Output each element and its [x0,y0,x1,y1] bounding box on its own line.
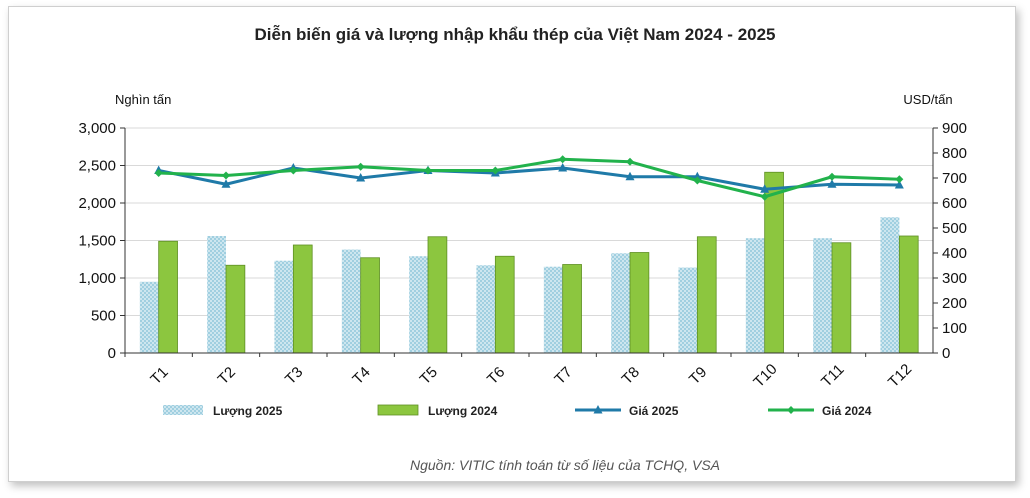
left-tick-label: 1,000 [78,270,116,287]
point-gia-2025 [760,184,770,193]
x-tick-label: T6 [484,364,508,388]
bar-luong-2025 [476,265,496,353]
right-tick-label: 200 [942,295,967,312]
bar-luong-2024 [831,242,852,354]
right-tick-label: 500 [942,220,967,237]
x-tick-label: T11 [818,361,848,391]
grid [125,127,933,316]
bar-luong-2025 [880,217,900,353]
bar-luong-2025 [745,238,765,353]
legend-marker [787,406,795,414]
point-gia-2024 [356,162,365,171]
bar-luong-2025 [207,236,226,353]
legend-swatch-luong-2024 [377,404,419,416]
point-gia-2025 [356,173,366,182]
price-lines [154,155,904,201]
x-tick-label: T10 [750,361,780,391]
left-tick-label: 3,000 [78,120,116,137]
legend-swatch-luong-2025 [163,405,203,415]
right-tick-label: 600 [942,195,967,212]
x-tick-label: T5 [417,364,441,388]
bar-luong-2025 [678,267,698,353]
bar-luong-2025 [274,260,294,353]
bar-luong-2024 [629,252,650,354]
point-gia-2024 [154,169,163,177]
legend-label: Lượng 2024 [428,404,498,418]
point-gia-2024 [760,192,769,201]
point-gia-2025 [625,171,635,181]
bar-luong-2024 [898,235,919,354]
bar-luong-2025 [813,238,832,353]
legend-marker [593,405,603,414]
right-tick-label: 900 [942,120,967,137]
x-tick-label: T7 [551,364,575,388]
bar-luong-2025 [341,249,361,353]
x-tick-label: T2 [215,364,239,388]
x-tick-label: T9 [686,364,710,388]
point-gia-2024 [424,166,432,175]
bar-luong-2025 [139,281,159,353]
right-tick-label: 100 [942,320,967,337]
point-gia-2024 [828,172,836,181]
x-tick-label: T12 [885,361,915,391]
bar-luong-2024 [158,240,178,354]
right-tick-label: 400 [942,245,967,262]
x-tick-label: T8 [619,364,643,388]
point-gia-2024 [693,176,702,185]
left-tick-label: 500 [91,308,116,325]
point-gia-2025 [894,180,904,189]
bar-luong-2024 [292,244,313,354]
bar-luong-2025 [611,253,630,353]
left-tick-label: 2,500 [78,158,116,175]
legend-label: Giá 2025 [629,404,679,418]
point-gia-2025 [558,163,568,172]
right-tick-label: 300 [942,270,967,287]
x-tick-label: T4 [349,364,373,388]
legend-label: Lượng 2025 [213,404,283,418]
point-gia-2024 [895,175,904,184]
bar-luong-2024 [225,264,246,354]
point-gia-2024 [289,166,298,175]
right-tick-label: 800 [942,145,967,162]
point-gia-2024 [491,166,500,175]
point-gia-2025 [221,179,231,188]
bar-luong-2024 [696,236,717,354]
legend: Lượng 2025 Lượng 2024 Giá 2025 Giá 2024 [163,404,872,418]
bar-luong-2024 [427,236,448,354]
left-tick-label: 2,000 [78,195,116,212]
bar-luong-2024 [764,171,784,354]
point-gia-2024 [558,155,567,164]
point-gia-2024 [222,171,230,180]
point-gia-2025 [692,171,702,181]
bar-luong-2024 [360,257,380,354]
x-tick-label: T3 [282,364,306,388]
bar-luong-2025 [543,266,563,353]
line-gia-2024 [158,157,900,199]
bar-luong-2024 [494,255,515,354]
x-tick-label: T1 [147,364,171,388]
bar-luong-2024 [562,264,582,354]
right-tick-label: 0 [942,345,950,362]
right-axis-unit: USD/tấn [903,92,952,107]
right-tick-label: 700 [942,170,967,187]
bars [139,171,919,354]
chart-title: Diễn biến giá và lượng nhập khẩu thép củ… [254,25,775,44]
left-tick-label: 1,500 [78,233,116,250]
source-note: Nguồn: VITIC tính toán từ số liệu của TC… [410,457,720,473]
left-axis-unit: Nghìn tấn [115,92,171,107]
left-tick-label: 0 [108,345,116,362]
point-gia-2024 [626,157,634,166]
point-gia-2025 [827,179,837,188]
legend-label: Giá 2024 [822,404,872,418]
bar-luong-2025 [409,256,428,353]
